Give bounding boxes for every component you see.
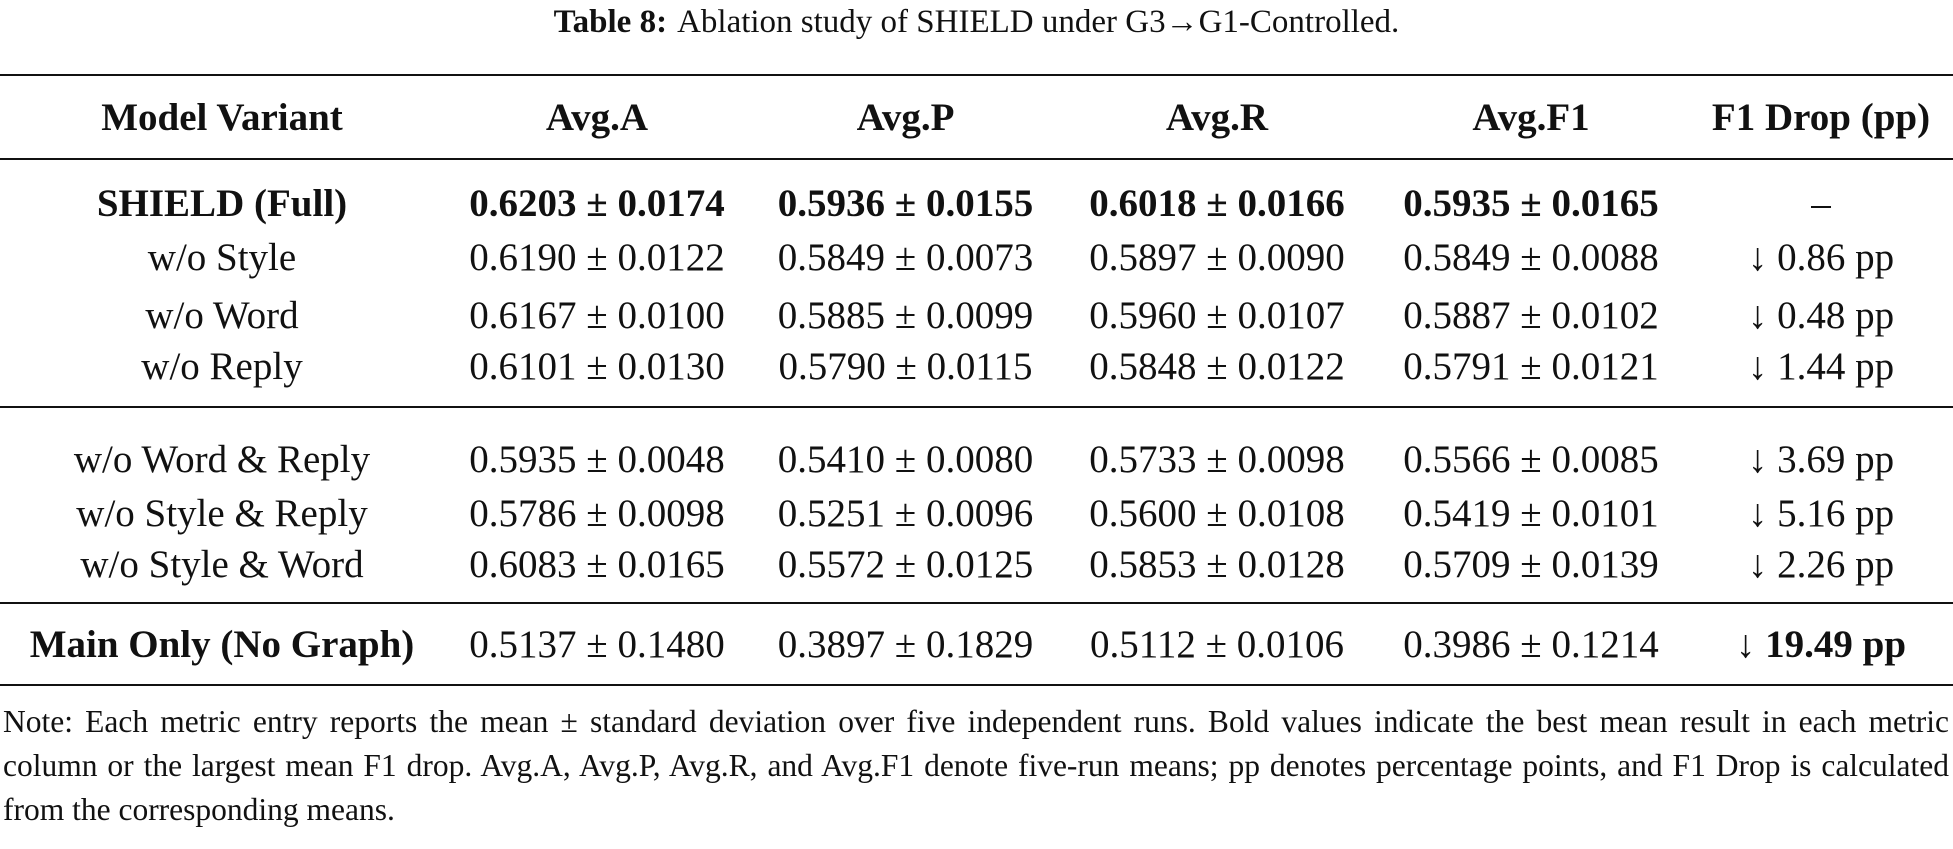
header-avg-f1: Avg.F1	[1472, 95, 1590, 139]
header-model-variant: Model Variant	[101, 95, 343, 139]
cell-f1-drop: ↓ 0.86 pp	[1747, 235, 1895, 279]
table-row: w/o Style & Word 0.6083 ± 0.0165 0.5572 …	[0, 542, 1953, 603]
cell-f1-drop: –	[1811, 182, 1831, 225]
header-avg-a: Avg.A	[545, 95, 649, 139]
cell-avg-a: 0.6167 ± 0.0100	[469, 293, 725, 337]
table-row: w/o Word & Reply 0.5935 ± 0.0048 0.5410 …	[0, 407, 1953, 484]
cell-avg-a: 0.6203 ± 0.0174	[469, 182, 725, 225]
cell-f1-drop: ↓ 3.69 pp	[1747, 438, 1895, 481]
cell-variant: Main Only (No Graph)	[29, 622, 415, 666]
cell-avg-f1: 0.5566 ± 0.0085	[1403, 438, 1659, 481]
cell-avg-p: 0.5410 ± 0.0080	[777, 438, 1034, 481]
cell-avg-a: 0.6083 ± 0.0165	[469, 543, 725, 586]
cell-variant: w/o Word & Reply	[73, 438, 371, 481]
cell-avg-f1: 0.5419 ± 0.0101	[1403, 491, 1659, 535]
header-f1-drop: F1 Drop (pp)	[1711, 95, 1931, 139]
cell-avg-f1: 0.5709 ± 0.0139	[1403, 543, 1659, 586]
cell-avg-f1: 0.5791 ± 0.0121	[1403, 345, 1659, 388]
table-group-single-ablation: SHIELD (Full) 0.6203 ± 0.0174 0.5936 ± 0…	[0, 159, 1953, 407]
caption-text: Ablation study of SHIELD under G3→G1-Con…	[677, 4, 1400, 40]
table-row: w/o Word 0.6167 ± 0.0100 0.5885 ± 0.0099…	[0, 286, 1953, 344]
table-group-no-graph: Main Only (No Graph) 0.5137 ± 0.1480 0.3…	[0, 603, 1953, 685]
cell-avg-p: 0.5251 ± 0.0096	[777, 491, 1034, 535]
drop-value: 19.49 pp	[1765, 622, 1907, 666]
table-header: Model Variant Avg.A Avg.P Avg.R Avg.F1 F…	[0, 75, 1953, 159]
cell-variant: w/o Word	[145, 293, 299, 337]
ablation-table: Model Variant Avg.A Avg.P Avg.R Avg.F1 F…	[0, 74, 1953, 686]
cell-avg-p: 0.5849 ± 0.0073	[777, 235, 1034, 279]
table-row: w/o Style & Reply 0.5786 ± 0.0098 0.5251…	[0, 484, 1953, 542]
header-avg-p: Avg.P	[856, 95, 955, 139]
cell-avg-r: 0.5112 ± 0.0106	[1090, 622, 1344, 666]
cell-avg-f1: 0.5887 ± 0.0102	[1403, 293, 1659, 337]
cell-variant: w/o Style	[147, 235, 297, 279]
cell-avg-p: 0.5936 ± 0.0155	[777, 182, 1034, 225]
table-group-double-ablation: w/o Word & Reply 0.5935 ± 0.0048 0.5410 …	[0, 407, 1953, 603]
caption-label: Table 8:	[553, 4, 668, 40]
cell-avg-f1: 0.3986 ± 0.1214	[1403, 622, 1659, 666]
cell-avg-r: 0.5733 ± 0.0098	[1089, 438, 1345, 481]
cell-variant: w/o Reply	[141, 345, 303, 388]
cell-variant: w/o Style & Reply	[76, 491, 368, 535]
cell-avg-a: 0.6101 ± 0.0130	[469, 345, 725, 388]
cell-avg-r: 0.5897 ± 0.0090	[1089, 235, 1345, 279]
drop-arrow: ↓	[1735, 622, 1756, 666]
cell-f1-drop: ↓ 5.16 pp	[1747, 491, 1895, 535]
cell-avg-p: 0.5885 ± 0.0099	[777, 293, 1034, 337]
cell-f1-drop: ↓ 19.49 pp	[1689, 603, 1953, 685]
cell-variant: SHIELD (Full)	[96, 182, 348, 225]
table-row: w/o Style 0.6190 ± 0.0122 0.5849 ± 0.007…	[0, 228, 1953, 286]
cell-avg-f1: 0.5849 ± 0.0088	[1403, 235, 1659, 279]
cell-avg-p: 0.3897 ± 0.1829	[777, 622, 1034, 666]
cell-avg-p: 0.5572 ± 0.0125	[777, 543, 1034, 586]
cell-avg-r: 0.5853 ± 0.0128	[1089, 543, 1345, 586]
table-row: Main Only (No Graph) 0.5137 ± 0.1480 0.3…	[0, 603, 1953, 685]
cell-f1-drop: ↓ 0.48 pp	[1747, 293, 1895, 337]
table-row: w/o Reply 0.6101 ± 0.0130 0.5790 ± 0.011…	[0, 344, 1953, 407]
cell-avg-a: 0.5935 ± 0.0048	[469, 438, 725, 481]
cell-f1-drop: ↓ 2.26 pp	[1747, 543, 1895, 586]
header-avg-r: Avg.R	[1165, 95, 1269, 139]
cell-avg-a: 0.6190 ± 0.0122	[469, 235, 725, 279]
cell-avg-p: 0.5790 ± 0.0115	[778, 345, 1033, 388]
cell-avg-a: 0.5786 ± 0.0098	[469, 491, 725, 535]
table-row: SHIELD (Full) 0.6203 ± 0.0174 0.5936 ± 0…	[0, 159, 1953, 228]
table-caption: Table 8: Ablation study of SHIELD under G…	[0, 2, 1953, 42]
header-row: Model Variant Avg.A Avg.P Avg.R Avg.F1 F…	[0, 75, 1953, 159]
cell-avg-r: 0.5848 ± 0.0122	[1089, 345, 1345, 388]
table-note: Note: Each metric entry reports the mean…	[3, 704, 1949, 827]
cell-avg-r: 0.6018 ± 0.0166	[1089, 182, 1345, 225]
cell-avg-r: 0.5600 ± 0.0108	[1089, 491, 1345, 535]
cell-avg-r: 0.5960 ± 0.0107	[1089, 293, 1345, 337]
cell-avg-f1: 0.5935 ± 0.0165	[1403, 182, 1659, 225]
cell-avg-a: 0.5137 ± 0.1480	[469, 622, 725, 666]
cell-variant: w/o Style & Word	[80, 543, 364, 586]
cell-f1-drop: ↓ 1.44 pp	[1747, 345, 1895, 388]
